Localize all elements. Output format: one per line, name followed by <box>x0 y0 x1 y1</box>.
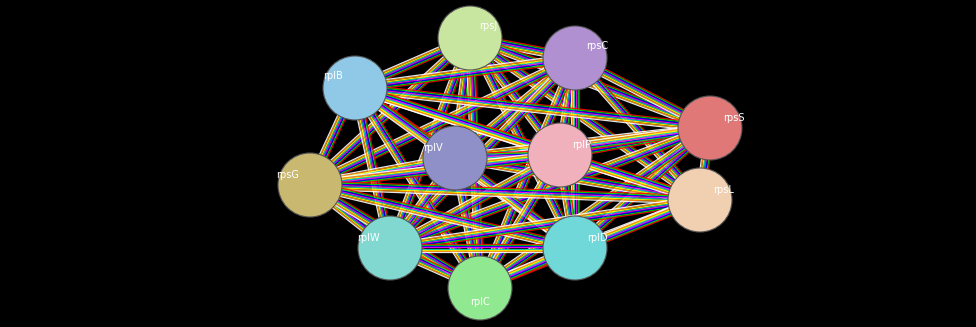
Text: rpsJ: rpsJ <box>479 21 497 31</box>
Text: rpsS: rpsS <box>723 113 745 123</box>
Circle shape <box>543 26 607 90</box>
Text: rplB: rplB <box>323 71 343 81</box>
Circle shape <box>668 168 732 232</box>
Circle shape <box>423 126 487 190</box>
Circle shape <box>278 153 342 217</box>
Text: rplC: rplC <box>470 297 490 307</box>
Circle shape <box>528 123 592 187</box>
Circle shape <box>678 96 742 160</box>
Text: rplW: rplW <box>356 233 380 243</box>
Circle shape <box>358 216 422 280</box>
Text: rpsL: rpsL <box>713 185 734 195</box>
Circle shape <box>448 256 512 320</box>
Text: rplP: rplP <box>573 140 591 150</box>
Text: rpsC: rpsC <box>586 41 608 51</box>
Text: rplD: rplD <box>587 233 607 243</box>
Circle shape <box>323 56 387 120</box>
Circle shape <box>543 216 607 280</box>
Text: rpsG: rpsG <box>276 170 300 180</box>
Circle shape <box>438 6 502 70</box>
Text: rplV: rplV <box>424 143 443 153</box>
